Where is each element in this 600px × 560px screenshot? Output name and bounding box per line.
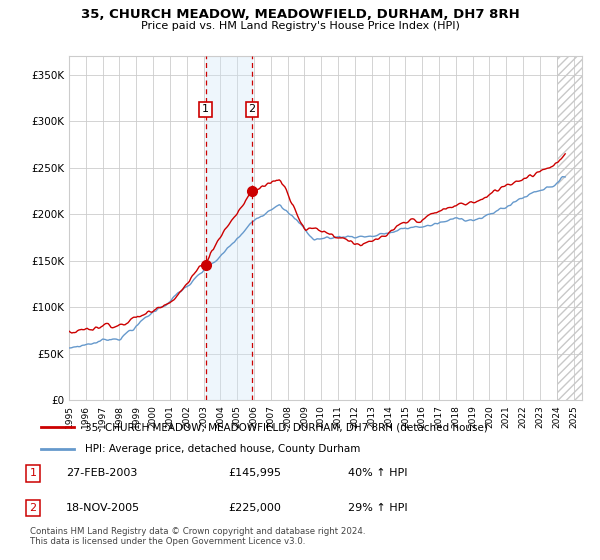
Text: 18-NOV-2005: 18-NOV-2005 <box>66 503 140 513</box>
Text: 35, CHURCH MEADOW, MEADOWFIELD, DURHAM, DH7 8RH: 35, CHURCH MEADOW, MEADOWFIELD, DURHAM, … <box>80 8 520 21</box>
Text: £225,000: £225,000 <box>228 503 281 513</box>
Text: 1: 1 <box>202 104 209 114</box>
Text: Price paid vs. HM Land Registry's House Price Index (HPI): Price paid vs. HM Land Registry's House … <box>140 21 460 31</box>
Text: 2: 2 <box>248 104 256 114</box>
Text: £145,995: £145,995 <box>228 468 281 478</box>
Text: 35, CHURCH MEADOW, MEADOWFIELD, DURHAM, DH7 8RH (detached house): 35, CHURCH MEADOW, MEADOWFIELD, DURHAM, … <box>85 422 488 432</box>
Text: Contains HM Land Registry data © Crown copyright and database right 2024.
This d: Contains HM Land Registry data © Crown c… <box>30 526 365 546</box>
Text: 1: 1 <box>29 468 37 478</box>
Text: 29% ↑ HPI: 29% ↑ HPI <box>348 503 407 513</box>
Bar <box>206 56 252 400</box>
Text: 27-FEB-2003: 27-FEB-2003 <box>66 468 137 478</box>
Text: 2: 2 <box>29 503 37 513</box>
Text: 40% ↑ HPI: 40% ↑ HPI <box>348 468 407 478</box>
Text: HPI: Average price, detached house, County Durham: HPI: Average price, detached house, Coun… <box>85 444 361 454</box>
